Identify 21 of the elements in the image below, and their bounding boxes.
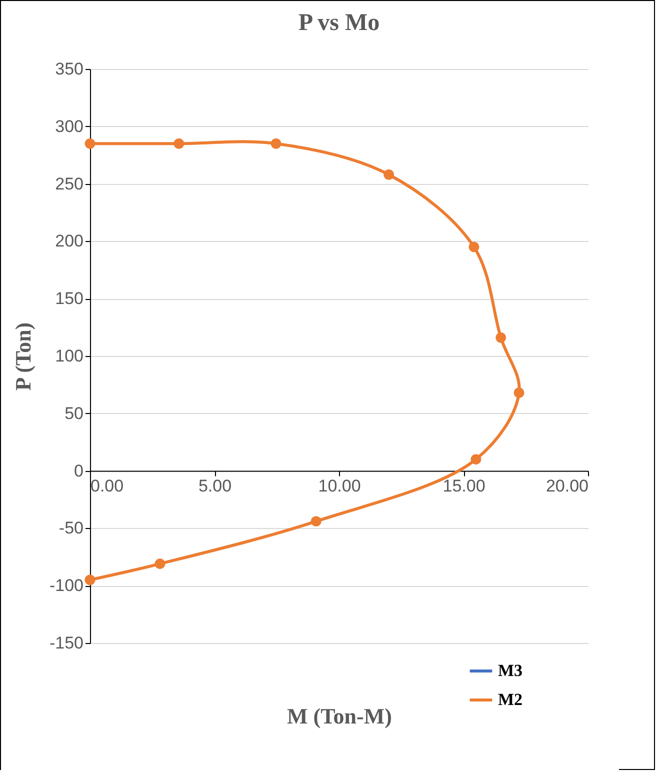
y-tick-label: 200 (55, 232, 84, 251)
x-tick-label: 10.00 (318, 476, 361, 496)
y-tick-label: -100 (49, 576, 84, 596)
y-tick-label: 150 (55, 289, 84, 308)
y-tick-label: 350 (55, 60, 84, 78)
x-tick-label: 15.00 (442, 476, 486, 496)
x-tick-label: 0.00 (90, 476, 124, 496)
legend-label: M3 (498, 661, 523, 680)
y-tick-label: -50 (58, 518, 84, 538)
y-tick-label: 50 (64, 404, 84, 423)
x-axis-title: M (Ton-M) (287, 704, 392, 728)
y-axis-title: P (Ton) (10, 322, 36, 391)
chart-title: P vs Mo (298, 10, 380, 36)
y-tick-label: 300 (55, 116, 84, 136)
y-tick-label: 0 (74, 461, 84, 480)
y-tick-label: 250 (55, 174, 84, 194)
y-tick-label: -150 (49, 634, 84, 652)
y-tick-label: 100 (55, 346, 84, 366)
x-tick-label: 20.00 (546, 476, 588, 496)
x-tick-label: 5.00 (198, 476, 232, 496)
legend-label: M2 (498, 690, 523, 709)
